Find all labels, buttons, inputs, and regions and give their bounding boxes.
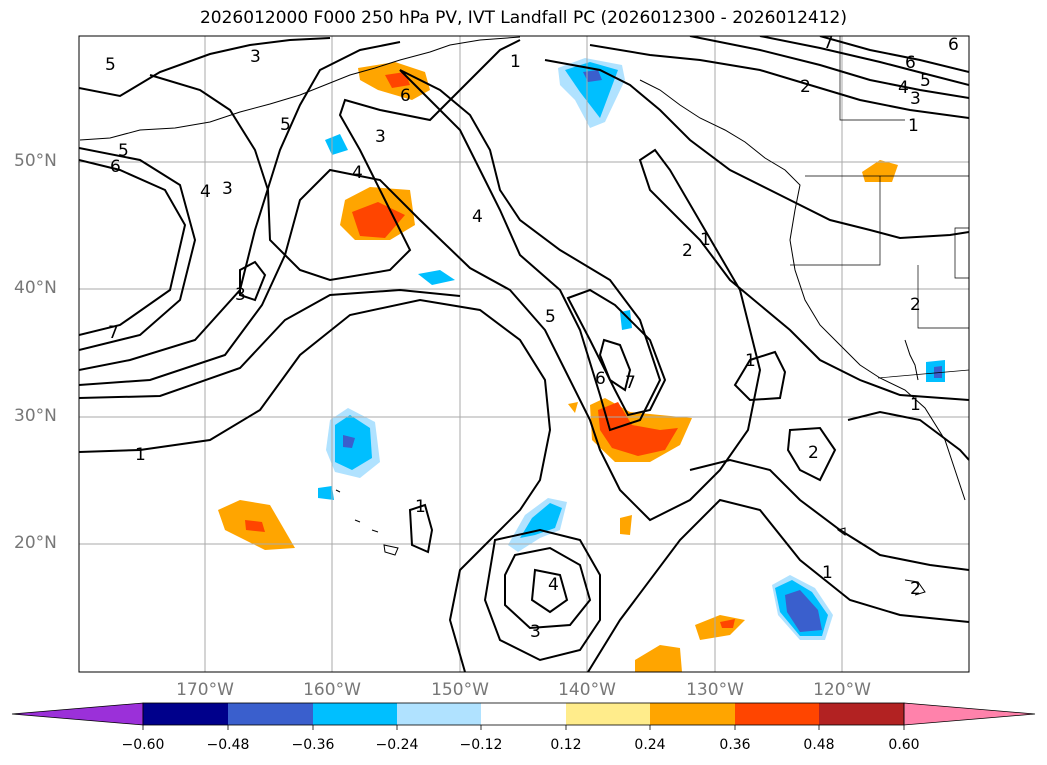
lon-label: 120°W (813, 680, 871, 700)
contour-label: 1 (135, 445, 146, 465)
colorbar-segment (397, 703, 482, 725)
contour-label: 5 (105, 55, 116, 75)
colorbar (11, 702, 1036, 730)
contour-label: 7 (823, 33, 834, 53)
lon-label: 160°W (303, 680, 361, 700)
colorbar-tick-label: 0.12 (550, 737, 582, 753)
colorbar-segment (819, 703, 904, 725)
colorbar-segment (481, 703, 566, 725)
contour-label: 3 (222, 179, 233, 199)
colorbar-tick-label: −0.24 (375, 737, 419, 753)
colorbar-segment (228, 703, 313, 725)
lon-label: 150°W (431, 680, 489, 700)
contour-label: 4 (548, 575, 559, 595)
contour-label: 1 (415, 497, 426, 517)
colorbar-frame (142, 702, 905, 726)
colorbar-tick-label: −0.60 (121, 737, 165, 753)
graticule (79, 36, 969, 672)
contour-label: 3 (375, 127, 386, 147)
contour-label: 3 (235, 285, 246, 305)
contour-label: 2 (682, 241, 693, 261)
lon-label: 140°W (558, 680, 616, 700)
contour-label: 2 (910, 579, 921, 599)
colorbar-tick-label: −0.48 (206, 737, 250, 753)
contour-label: 5 (545, 307, 556, 327)
contour-label: 5 (118, 141, 129, 161)
colorbar-tick-label: −0.36 (291, 737, 335, 753)
contour-label: 6 (400, 86, 411, 106)
colorbar-tick-label: 0.24 (634, 737, 666, 753)
contour-label: 6 (110, 157, 121, 177)
pv-contours (79, 36, 969, 672)
contour-label: 1 (908, 116, 919, 136)
lat-label: 30°N (14, 406, 57, 426)
contour-label-group: 1 1 1 1 1 1 1 1 2 2 2 2 2 3 3 3 3 3 3 4 … (105, 33, 959, 642)
contour-label: 6 (595, 369, 606, 389)
contour-label: 7 (108, 323, 119, 343)
map-frame (78, 35, 970, 673)
contour-label: 2 (808, 443, 819, 463)
contour-label: 2 (910, 295, 921, 315)
colorbar-tick-label: −0.12 (459, 737, 503, 753)
lon-label: 170°W (176, 680, 234, 700)
contour-label: 2 (800, 77, 811, 97)
lat-label: 50°N (14, 151, 57, 171)
contour-label: 3 (250, 47, 261, 67)
contour-label: 7 (625, 373, 636, 393)
contour-label: 4 (200, 182, 211, 202)
negative-anomaly-areas (318, 58, 945, 640)
contour-label: 1 (510, 52, 521, 72)
coastlines (79, 36, 966, 596)
colorbar-extend-low (11, 702, 144, 726)
contour-label: 6 (948, 35, 959, 55)
contour-label: 3 (530, 622, 541, 642)
contour-label: 4 (898, 78, 909, 98)
colorbar-segment (650, 703, 735, 725)
contour-label: 1 (910, 395, 921, 415)
contour-label: 3 (910, 89, 921, 109)
map-title: 2026012000 F000 250 hPa PV, IVT Landfall… (199, 8, 847, 28)
contour-label: 4 (352, 163, 363, 183)
colorbar-segment (313, 703, 398, 725)
colorbar-tick-label: 0.60 (888, 737, 920, 753)
political-borders (790, 36, 969, 379)
contour-label: 5 (280, 115, 291, 135)
lat-label: 20°N (14, 533, 57, 553)
lat-label: 40°N (14, 278, 57, 298)
colorbar-tick-label: 0.36 (719, 737, 751, 753)
colorbar-tick-label: 0.48 (803, 737, 835, 753)
contour-label: 4 (472, 207, 483, 227)
colorbar-segment (143, 703, 228, 725)
positive-anomaly-areas (218, 62, 898, 672)
contour-label: 1 (822, 563, 833, 583)
lon-label: 130°W (686, 680, 744, 700)
contour-label: 5 (920, 71, 931, 91)
colorbar-segment (735, 703, 820, 725)
colorbar-extend-high (903, 702, 1036, 726)
colorbar-segment (566, 703, 651, 725)
contour-label: 1 (745, 351, 756, 371)
contour-label: 6 (905, 53, 916, 73)
contour-label: 1 (700, 230, 711, 250)
